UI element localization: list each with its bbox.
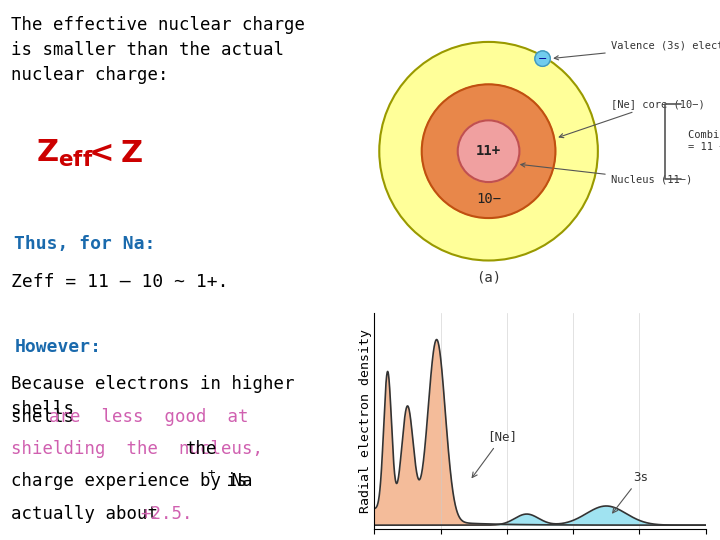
Text: are  less  good  at: are less good at [49,408,248,426]
Circle shape [458,120,519,182]
Text: −: − [538,53,547,64]
Text: $\mathbf{< Z}$: $\mathbf{< Z}$ [84,139,143,168]
Text: Zeff = 11 – 10 ~ 1+.: Zeff = 11 – 10 ~ 1+. [11,273,228,291]
Text: Because electrons in higher
shells: Because electrons in higher shells [11,375,294,418]
Text: 11+: 11+ [476,144,501,158]
Text: 3s: 3s [613,471,648,513]
Text: [Ne]: [Ne] [472,430,517,477]
Text: is: is [216,472,248,490]
Text: However:: However: [14,338,102,355]
Text: $\mathbf{Z_{eff}}$: $\mathbf{Z_{eff}}$ [36,138,94,170]
Text: +2.5.: +2.5. [140,505,193,523]
Text: shells: shells [11,408,84,426]
Text: Thus, for Na:: Thus, for Na: [14,235,156,253]
Text: Valence (3s) electron: Valence (3s) electron [554,41,720,60]
Circle shape [379,42,598,260]
Text: charge experience by Na: charge experience by Na [11,472,252,490]
Text: +: + [207,467,215,480]
Text: 10−: 10− [476,192,501,206]
Text: Nucleus (11−): Nucleus (11−) [521,163,692,185]
Circle shape [422,84,555,218]
Y-axis label: Radial electron density: Radial electron density [359,329,372,513]
Text: the: the [186,440,217,458]
Circle shape [535,51,550,66]
Text: (a): (a) [476,271,501,285]
Text: actually about: actually about [11,505,168,523]
Text: Combined effect
= 11 − 10 = 1+: Combined effect = 11 − 10 = 1+ [688,130,720,152]
Text: The effective nuclear charge
is smaller than the actual
nuclear charge:: The effective nuclear charge is smaller … [11,16,305,84]
Text: [Ne] core (10−): [Ne] core (10−) [559,99,704,138]
Text: shielding  the  nucleus,: shielding the nucleus, [11,440,263,458]
